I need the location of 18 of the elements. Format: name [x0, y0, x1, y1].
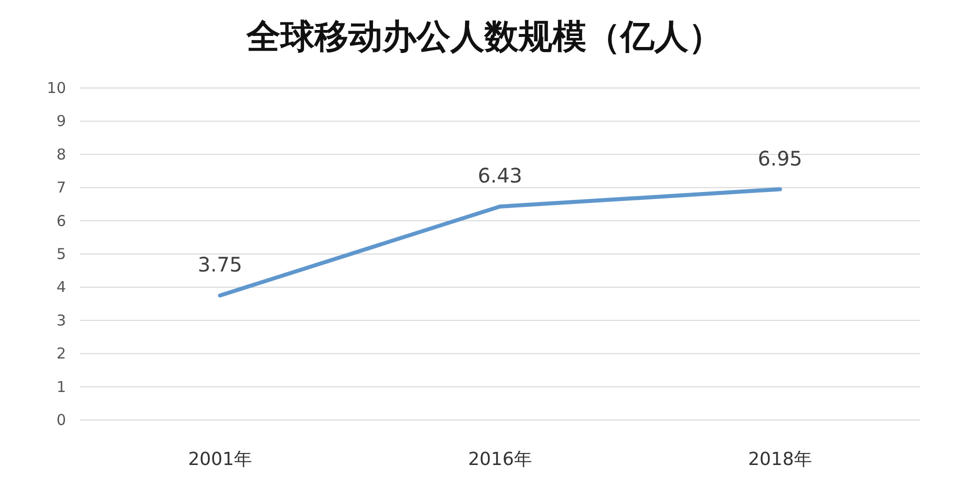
chart-title: 全球移动办公人数规模（亿人） — [246, 17, 722, 57]
data-label: 6.43 — [478, 164, 522, 188]
y-tick-label: 5 — [56, 245, 66, 263]
y-tick-label: 4 — [56, 278, 66, 296]
y-tick-label: 0 — [56, 411, 66, 429]
y-tick-label: 7 — [56, 178, 66, 197]
y-tick-label: 9 — [56, 112, 66, 130]
y-tick-label: 2 — [56, 344, 66, 363]
x-tick-label: 2018年 — [748, 449, 812, 470]
x-tick-label: 2001年 — [188, 449, 252, 470]
y-tick-label: 3 — [56, 311, 66, 330]
y-tick-label: 8 — [56, 145, 66, 164]
y-tick-label: 6 — [56, 212, 66, 230]
y-tick-label: 10 — [46, 79, 66, 97]
data-label: 6.95 — [758, 146, 802, 170]
x-tick-label: 2016年 — [468, 449, 532, 470]
data-label: 3.75 — [198, 252, 242, 276]
y-tick-label: 1 — [56, 378, 66, 396]
